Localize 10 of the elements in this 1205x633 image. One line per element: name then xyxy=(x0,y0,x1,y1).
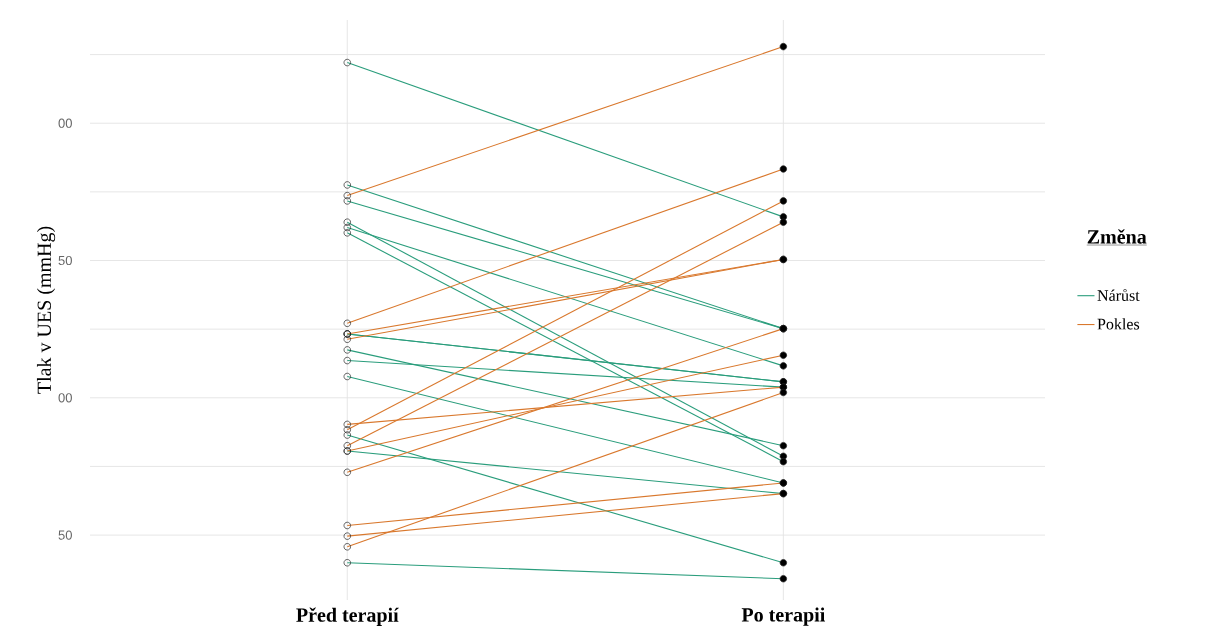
text: 50 xyxy=(58,255,72,266)
text: 00 xyxy=(58,118,72,128)
legend-label: Nárůst xyxy=(1097,289,1140,301)
legend-title: Změna xyxy=(1087,229,1147,244)
y-axis-title: Tlak v UES (mmHg) xyxy=(36,226,56,394)
x-tick-label: Po terapii xyxy=(741,607,826,626)
text: 00 xyxy=(58,393,72,403)
x-tick-label: Před terapií xyxy=(296,607,399,626)
legend-label: Pokles xyxy=(1097,318,1140,330)
text: 50 xyxy=(58,530,72,540)
